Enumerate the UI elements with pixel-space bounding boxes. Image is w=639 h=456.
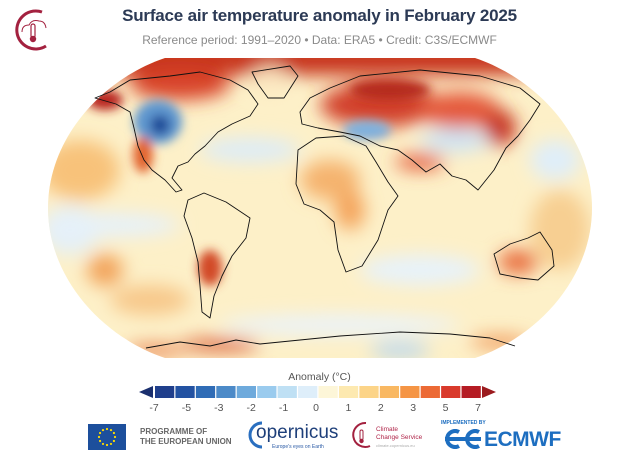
eu-star-icon bbox=[98, 431, 102, 435]
colorbar-segment bbox=[379, 386, 400, 398]
colorbar-tick-label: 5 bbox=[442, 402, 449, 414]
ccs-line2: Change Service bbox=[376, 434, 423, 441]
colorbar-segment bbox=[359, 386, 379, 398]
south-america-outline bbox=[183, 192, 251, 319]
colorbar-segment bbox=[338, 386, 359, 398]
eu-programme-line2: THE EUROPEAN UNION bbox=[140, 437, 232, 446]
anomaly-field bbox=[48, 58, 592, 358]
eurasia-outline bbox=[299, 69, 541, 191]
colorbar-segment bbox=[441, 386, 461, 398]
ecmwf-logo-icon bbox=[445, 429, 481, 449]
colorbar-over-arrow bbox=[482, 386, 496, 398]
colorbar-segment bbox=[400, 386, 420, 398]
colorbar-segment bbox=[461, 386, 481, 398]
colorbar-tick-label: -2 bbox=[246, 402, 256, 414]
copernicus-logo-icon bbox=[248, 421, 263, 449]
colorbar-segment bbox=[236, 386, 256, 398]
africa-outline bbox=[295, 135, 399, 273]
colorbar-segment bbox=[420, 386, 440, 398]
eu-star-icon bbox=[97, 435, 101, 439]
colorbar-segment bbox=[155, 386, 175, 398]
page-title: Surface air temperature anomaly in Febru… bbox=[122, 6, 517, 25]
eu-star-icon bbox=[113, 435, 117, 439]
colorbar-tick-label: 2 bbox=[377, 402, 384, 414]
ccs-name: Climate Change Service bbox=[376, 426, 422, 442]
eu-star-icon bbox=[105, 443, 109, 447]
greenland-outline bbox=[251, 65, 299, 99]
north-america-outline bbox=[94, 71, 259, 193]
colorbar-segment bbox=[257, 386, 277, 398]
colorbar-tick-label: 7 bbox=[475, 402, 481, 414]
colorbar-tick-label: -7 bbox=[149, 402, 159, 414]
ccs-logo-icon bbox=[352, 421, 371, 448]
colorbar-title: Anomaly (°C) bbox=[288, 371, 351, 383]
colorbar-segment bbox=[195, 386, 216, 398]
climate-thermometer-cloud-icon bbox=[15, 9, 47, 51]
colorbar-tick-label: -3 bbox=[214, 402, 224, 414]
copernicus-logo: opernicus bbox=[256, 422, 339, 443]
ccs-url: climate.copernicus.eu bbox=[376, 443, 415, 448]
colorbar-segment bbox=[175, 386, 195, 398]
colorbar-segment bbox=[277, 386, 297, 398]
copernicus-tagline: Europe's eyes on Earth bbox=[272, 444, 324, 450]
colorbar-tick-label: 1 bbox=[345, 402, 352, 414]
eu-star-icon bbox=[109, 442, 113, 446]
colorbar-segment bbox=[298, 386, 318, 398]
eu-flag-logo bbox=[88, 424, 126, 450]
colorbar-tick-label: 0 bbox=[313, 402, 319, 414]
eu-programme-line1: PROGRAMME OF bbox=[140, 427, 208, 436]
antarctica-outline bbox=[145, 331, 516, 349]
colorbar-segment bbox=[318, 386, 338, 398]
colorbar-tick-label: -1 bbox=[278, 402, 289, 414]
colorbar-tick-label: 3 bbox=[410, 402, 417, 414]
implemented-by-label: IMPLEMENTED BY bbox=[441, 420, 486, 426]
ccs-line1: Climate bbox=[376, 426, 399, 433]
eu-star-icon bbox=[105, 427, 109, 431]
eu-star-icon bbox=[98, 439, 102, 443]
coastlines bbox=[94, 65, 555, 349]
colorbar-tick-label: -5 bbox=[181, 402, 192, 414]
eu-star-icon bbox=[109, 428, 113, 432]
page-subtitle: Reference period: 1991–2020 • Data: ERA5… bbox=[142, 33, 497, 47]
eu-star-icon bbox=[101, 442, 105, 446]
eu-star-icon bbox=[112, 431, 116, 435]
colorbar-segment bbox=[216, 386, 236, 398]
colorbar-under-arrow bbox=[139, 386, 153, 398]
ecmwf-logo: ECMWF bbox=[484, 428, 561, 451]
australia-outline bbox=[493, 231, 555, 281]
eu-star-icon bbox=[101, 428, 105, 432]
eu-star-icon bbox=[112, 439, 116, 443]
